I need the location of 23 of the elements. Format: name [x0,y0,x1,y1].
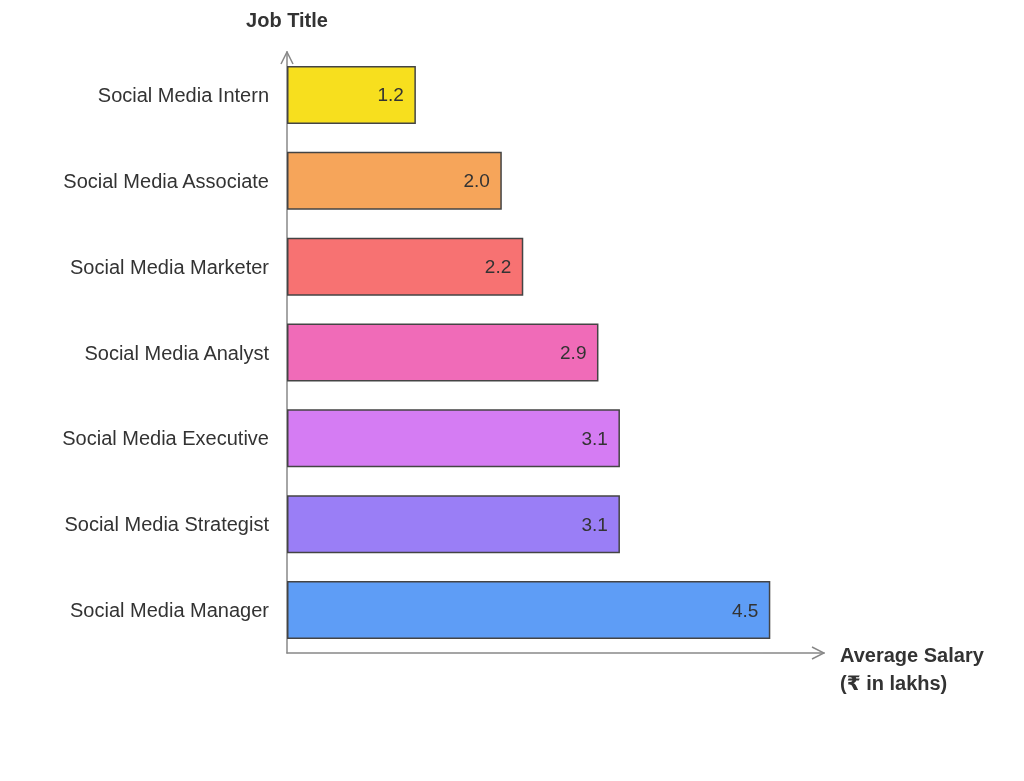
bar [287,323,599,382]
y-tick-label: Social Media Executive [62,427,269,450]
data-label: 4.5 [731,599,759,621]
data-label: 3.1 [581,427,608,449]
y-axis-title: Job Title [246,9,328,31]
data-label: 2.0 [463,170,490,192]
y-tick-label: Social Media Intern [97,83,269,106]
data-label: 2.9 [560,342,587,363]
data-label: 1.2 [377,84,404,106]
bar [287,495,620,554]
data-label: 3.1 [581,513,608,535]
bar [287,237,524,296]
y-tick-label: Social Media Marketer [70,255,270,278]
y-tick-label: Social Media Manager [70,599,270,622]
bar [287,65,416,124]
bar [287,581,771,640]
y-tick-label: Social Media Analyst [84,341,270,364]
bar [287,151,502,210]
x-axis-title: Average Salary (₹ in lakhs) [840,644,985,694]
y-tick-label: Social Media Associate [63,169,269,192]
y-tick-label: Social Media Strategist [64,513,270,536]
bar [287,409,620,468]
data-label: 2.2 [484,256,512,278]
